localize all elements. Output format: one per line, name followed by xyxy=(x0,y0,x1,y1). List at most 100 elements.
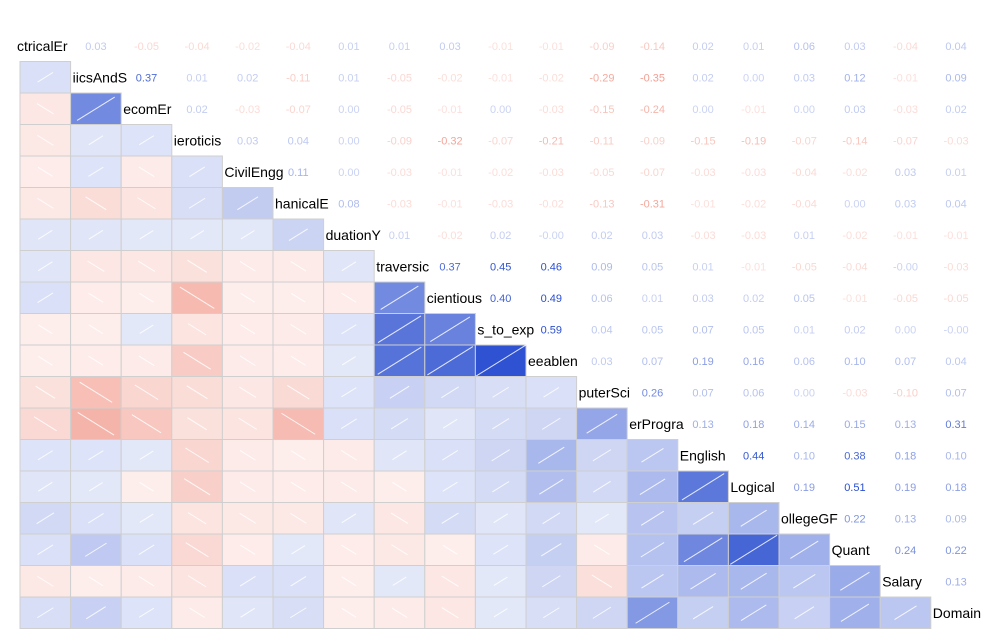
cell-mark xyxy=(740,572,767,590)
cell-mark xyxy=(88,450,104,461)
cell-mark xyxy=(138,576,155,587)
correlation-value: -0.01 xyxy=(539,41,564,53)
correlation-value: 0.10 xyxy=(794,450,815,462)
heatmap-cell xyxy=(323,250,375,283)
cell-mark xyxy=(237,196,259,211)
cell-mark xyxy=(240,544,256,555)
variable-label: ecomEr xyxy=(123,101,172,117)
correlation-value: 0.05 xyxy=(642,261,663,273)
correlation-value: -0.04 xyxy=(792,167,817,179)
cell-mark xyxy=(88,355,104,366)
cell-mark xyxy=(190,230,205,240)
cell-mark xyxy=(290,292,306,303)
cell-mark xyxy=(33,416,57,432)
correlation-value: 0.45 xyxy=(490,261,511,273)
correlation-value: -0.01 xyxy=(741,261,766,273)
cell-mark xyxy=(37,450,53,461)
cell-mark xyxy=(290,355,306,366)
cell-mark xyxy=(138,607,155,618)
correlation-value: 0.00 xyxy=(794,387,815,399)
correlation-value: -0.03 xyxy=(235,104,260,116)
cell-mark xyxy=(341,576,357,587)
cell-mark xyxy=(586,413,618,434)
cell-mark xyxy=(288,228,308,241)
correlation-value: -0.01 xyxy=(741,104,766,116)
correlation-value: -0.03 xyxy=(691,167,716,179)
cell-mark xyxy=(139,481,154,492)
correlation-value: 0.00 xyxy=(338,104,359,116)
correlation-value: 0.03 xyxy=(895,167,916,179)
correlation-value: 0.05 xyxy=(743,324,764,336)
variable-label: English xyxy=(680,447,726,463)
correlation-value: -0.14 xyxy=(640,41,665,53)
correlation-value: -0.04 xyxy=(286,41,311,53)
correlation-value: -0.03 xyxy=(893,104,918,116)
correlation-value: 0.01 xyxy=(389,230,410,242)
cell-mark xyxy=(84,542,107,557)
diagonal-labels: ctricalEr iicsAndS ecomErieroticisCivilEng… xyxy=(17,38,981,621)
correlation-value: -0.07 xyxy=(488,135,513,147)
cell-mark xyxy=(77,412,115,436)
correlation-value: -0.00 xyxy=(539,230,564,242)
cell-mark xyxy=(640,542,665,558)
correlation-value: 0.22 xyxy=(844,513,865,525)
correlation-value: -0.01 xyxy=(438,104,463,116)
correlation-value: -0.19 xyxy=(741,135,766,147)
cell-mark xyxy=(139,292,154,303)
correlation-value: -0.04 xyxy=(792,198,817,210)
cell-mark xyxy=(139,324,154,334)
cell-mark xyxy=(392,481,407,492)
cell-mark xyxy=(340,481,357,492)
cell-mark xyxy=(692,511,714,525)
correlation-value: 0.07 xyxy=(895,356,916,368)
variable-label: ollegeGF xyxy=(781,510,838,526)
cell-mark xyxy=(88,324,104,335)
cell-mark xyxy=(794,606,815,620)
cell-mark xyxy=(36,607,54,619)
variable-label: cientious xyxy=(427,290,482,306)
cell-mark xyxy=(183,478,211,496)
correlation-value: -0.01 xyxy=(438,198,463,210)
heatmap-cell xyxy=(778,565,831,598)
correlation-value: 0.15 xyxy=(844,419,865,431)
cell-mark xyxy=(138,355,155,366)
correlation-value: 0.04 xyxy=(945,198,966,210)
correlation-value: -0.03 xyxy=(488,198,513,210)
cell-mark xyxy=(740,604,767,622)
cell-mark xyxy=(76,96,115,121)
correlation-value: 0.07 xyxy=(692,387,713,399)
variable-label: traversic xyxy=(376,258,429,274)
correlation-value: 0.01 xyxy=(338,72,359,84)
variable-label: duationY xyxy=(326,227,382,243)
cell-mark xyxy=(37,72,54,83)
correlation-value: 0.02 xyxy=(743,293,764,305)
cell-mark xyxy=(88,229,104,240)
variable-label: CivilEngg xyxy=(224,164,283,180)
cell-mark xyxy=(37,292,54,303)
cell-mark xyxy=(635,601,670,624)
correlation-value: -0.03 xyxy=(539,167,564,179)
cell-mark xyxy=(341,513,357,524)
correlation-value: 0.00 xyxy=(692,104,713,116)
cell-mark xyxy=(240,324,256,335)
cell-mark xyxy=(341,292,357,303)
cell-mark xyxy=(185,447,209,463)
variable-label: Domain xyxy=(933,605,981,621)
correlation-value: 0.02 xyxy=(490,230,511,242)
correlation-value: 0.09 xyxy=(945,513,966,525)
cell-mark xyxy=(88,482,103,492)
cell-mark xyxy=(442,418,458,429)
cell-mark xyxy=(543,387,560,398)
correlation-value: 0.37 xyxy=(136,72,157,84)
correlation-value: 0.09 xyxy=(945,72,966,84)
cell-mark xyxy=(390,418,409,430)
cell-mark xyxy=(493,608,508,618)
cell-mark xyxy=(239,512,257,524)
correlation-value: 0.03 xyxy=(439,41,460,53)
cell-mark xyxy=(37,261,53,272)
correlation-value: -0.01 xyxy=(488,41,513,53)
cell-mark xyxy=(441,575,459,587)
correlation-value: 0.19 xyxy=(895,482,916,494)
cell-mark xyxy=(441,607,459,619)
